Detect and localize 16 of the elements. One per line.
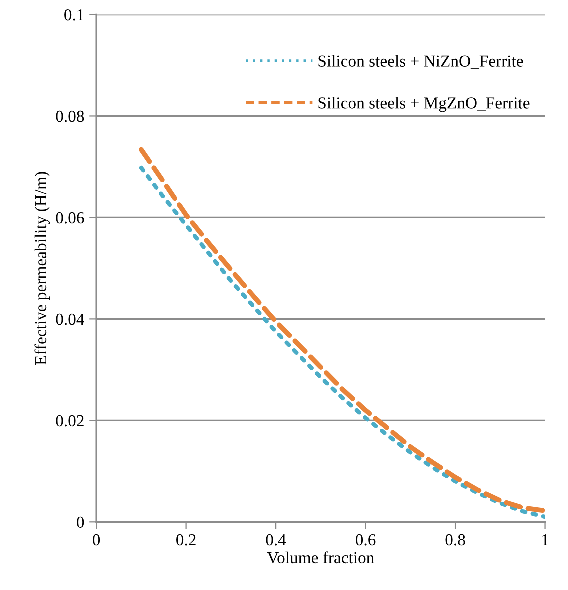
x-tick-label: 0.2	[176, 534, 196, 546]
x-tick-label: 1	[542, 534, 548, 546]
y-axis-title: Effective permeability (H/m)	[34, 172, 50, 366]
x-tick-label: 0.8	[446, 534, 466, 546]
legend-label: Silicon steels + NiZnO_Ferrite	[318, 55, 524, 69]
y-tick-label: 0	[77, 516, 84, 528]
x-tick-label: 0.4	[266, 534, 286, 546]
x-tick-label: 0	[93, 534, 100, 546]
x-tick-label: 0.6	[356, 534, 376, 546]
legend-label: Silicon steels + MgZnO_Ferrite	[318, 97, 530, 112]
x-axis-title: Volume fraction	[267, 552, 374, 564]
y-tick-label: 0.1	[64, 9, 84, 21]
y-tick-label: 0.04	[56, 314, 84, 326]
y-tick-label: 0.02	[56, 415, 84, 427]
y-tick-label: 0.08	[56, 110, 84, 122]
y-tick-label: 0.06	[56, 212, 84, 224]
